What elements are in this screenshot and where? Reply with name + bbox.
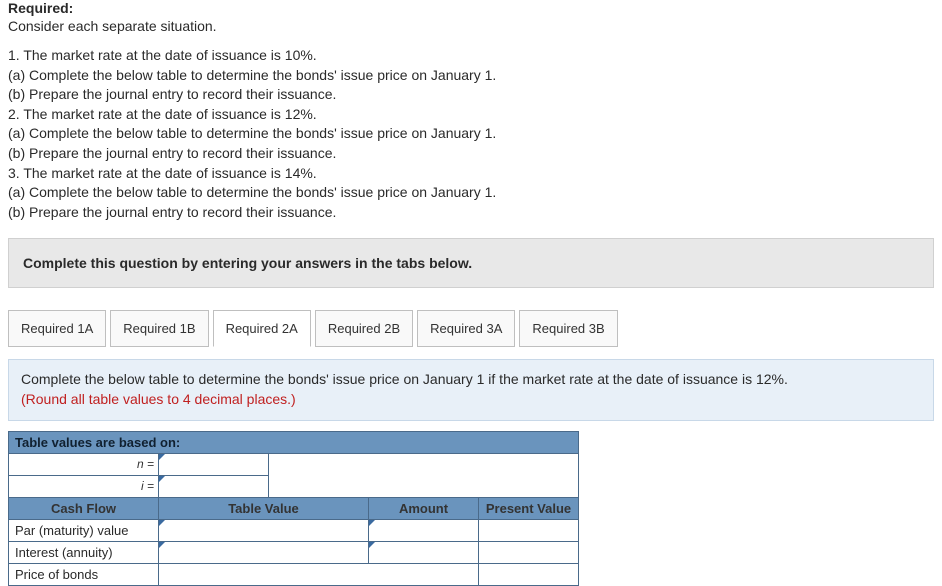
row-par-label: Par (maturity) value: [9, 519, 159, 541]
tab-required-1b[interactable]: Required 1B: [110, 310, 208, 347]
sub-instruction-note: (Round all table values to 4 decimal pla…: [21, 391, 296, 407]
prompt-line: 2. The market rate at the date of issuan…: [8, 105, 934, 125]
consider-text: Consider each separate situation.: [8, 18, 934, 34]
prompt-line: (a) Complete the below table to determin…: [8, 183, 934, 203]
table-basis-header: Table values are based on:: [9, 431, 579, 453]
par-pv-cell: [479, 519, 579, 541]
blank: [369, 453, 479, 475]
i-input[interactable]: [159, 475, 269, 497]
interest-amount-input[interactable]: [369, 541, 479, 563]
prompt-line: (a) Complete the below table to determin…: [8, 124, 934, 144]
col-amount: Amount: [369, 497, 479, 519]
tabs-instruction-bar: Complete this question by entering your …: [8, 238, 934, 288]
tab-row: Required 1A Required 1B Required 2A Requ…: [8, 310, 934, 347]
tab-required-3b[interactable]: Required 3B: [519, 310, 617, 347]
price-pv-cell: [479, 563, 579, 585]
sub-instruction: Complete the below table to determine th…: [8, 359, 934, 420]
col-cash-flow: Cash Flow: [9, 497, 159, 519]
row-interest-label: Interest (annuity): [9, 541, 159, 563]
interest-table-value-input[interactable]: [159, 541, 369, 563]
prompt-line: (a) Complete the below table to determin…: [8, 66, 934, 86]
i-label: i =: [9, 475, 159, 497]
sub-instruction-main: Complete the below table to determine th…: [21, 371, 788, 387]
col-present-value: Present Value: [479, 497, 579, 519]
tab-required-3a[interactable]: Required 3A: [417, 310, 515, 347]
prompt-line: (b) Prepare the journal entry to record …: [8, 144, 934, 164]
prompt-line: (b) Prepare the journal entry to record …: [8, 85, 934, 105]
par-amount-input[interactable]: [369, 519, 479, 541]
blank: [159, 563, 369, 585]
prompt-line: 1. The market rate at the date of issuan…: [8, 46, 934, 66]
par-table-value-input[interactable]: [159, 519, 369, 541]
blank: [269, 475, 369, 497]
tab-required-2a[interactable]: Required 2A: [213, 310, 311, 347]
blank: [369, 475, 479, 497]
row-price-label: Price of bonds: [9, 563, 159, 585]
blank: [269, 453, 369, 475]
interest-pv-cell: [479, 541, 579, 563]
blank: [479, 453, 579, 475]
prompt-line: 3. The market rate at the date of issuan…: [8, 164, 934, 184]
prompt-line: (b) Prepare the journal entry to record …: [8, 203, 934, 223]
blank: [479, 475, 579, 497]
calc-table: Table values are based on: n = i = Cash …: [8, 431, 579, 586]
col-table-value: Table Value: [159, 497, 369, 519]
n-input[interactable]: [159, 453, 269, 475]
tab-required-1a[interactable]: Required 1A: [8, 310, 106, 347]
blank: [369, 563, 479, 585]
required-heading: Required:: [8, 0, 934, 16]
prompt-block: 1. The market rate at the date of issuan…: [8, 46, 934, 222]
n-label: n =: [9, 453, 159, 475]
tab-required-2b[interactable]: Required 2B: [315, 310, 413, 347]
